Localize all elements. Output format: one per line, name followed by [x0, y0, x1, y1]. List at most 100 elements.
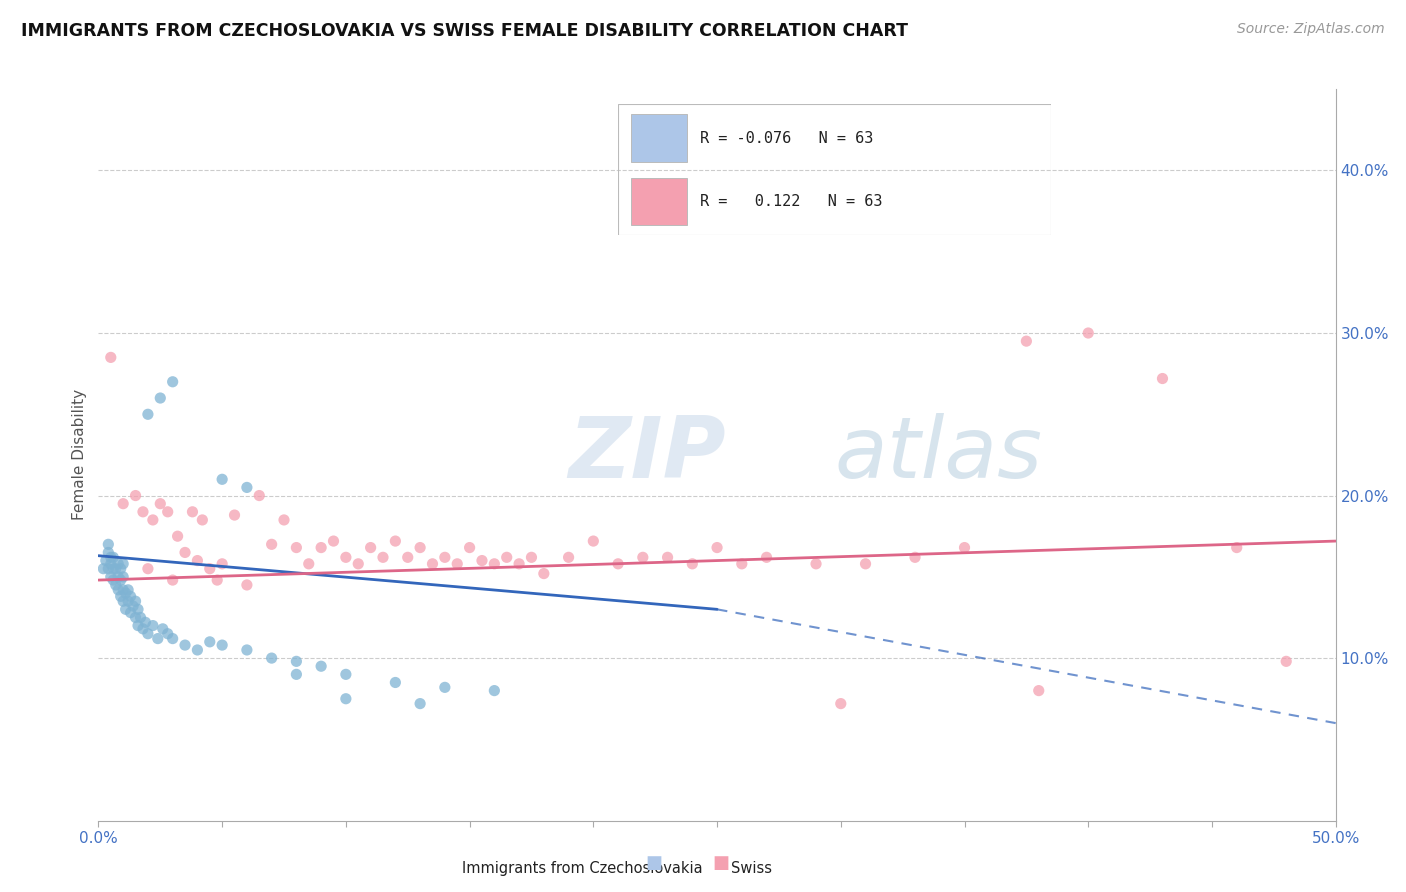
Point: [1152, 371, 1174, 385]
Point: [198, 562, 221, 576]
Point: [298, 557, 321, 571]
Point: [285, 667, 308, 681]
Point: [129, 610, 152, 624]
Point: [260, 537, 283, 551]
Point: [631, 550, 654, 565]
Point: [93, 562, 115, 576]
Point: [409, 541, 432, 555]
Point: [224, 508, 246, 522]
Point: [260, 651, 283, 665]
Point: [731, 557, 754, 571]
Point: [103, 562, 125, 576]
Point: [384, 534, 406, 549]
Point: [607, 557, 630, 571]
Point: [142, 513, 165, 527]
Text: Source: ZipAtlas.com: Source: ZipAtlas.com: [1237, 22, 1385, 37]
Point: [100, 550, 122, 565]
Point: [384, 675, 406, 690]
Point: [132, 505, 155, 519]
Point: [149, 391, 172, 405]
Point: [162, 375, 184, 389]
Point: [103, 573, 125, 587]
Point: [484, 557, 506, 571]
Point: [309, 659, 332, 673]
Point: [1077, 326, 1099, 340]
Point: [191, 513, 214, 527]
Point: [112, 594, 135, 608]
Point: [107, 557, 129, 571]
Point: [166, 529, 188, 543]
Point: [107, 570, 129, 584]
Point: [124, 594, 146, 608]
Point: [360, 541, 382, 555]
Point: [112, 582, 135, 597]
Point: [107, 582, 129, 597]
Point: [100, 351, 122, 365]
Point: [142, 618, 165, 632]
Point: [855, 557, 877, 571]
Point: [124, 489, 146, 503]
Point: [100, 557, 122, 571]
Point: [103, 550, 125, 565]
Point: [335, 691, 357, 706]
Point: [446, 557, 468, 571]
Point: [117, 594, 139, 608]
Point: [804, 557, 827, 571]
Point: [396, 550, 419, 565]
Point: [904, 550, 927, 565]
Point: [122, 599, 145, 613]
Point: [112, 557, 135, 571]
Point: [533, 566, 555, 581]
Point: [657, 550, 679, 565]
Point: [236, 480, 259, 494]
Point: [830, 697, 852, 711]
Point: [104, 578, 127, 592]
Point: [1275, 654, 1298, 668]
Point: [127, 602, 149, 616]
Point: [371, 550, 394, 565]
Text: IMMIGRANTS FROM CZECHOSLOVAKIA VS SWISS FEMALE DISABILITY CORRELATION CHART: IMMIGRANTS FROM CZECHOSLOVAKIA VS SWISS …: [21, 22, 908, 40]
Point: [134, 615, 156, 630]
Point: [174, 638, 197, 652]
Point: [484, 683, 506, 698]
Point: [236, 578, 259, 592]
Point: [347, 557, 370, 571]
Point: [186, 643, 208, 657]
Point: [1028, 683, 1050, 698]
Point: [132, 622, 155, 636]
Point: [97, 537, 120, 551]
Point: [335, 550, 357, 565]
Point: [124, 610, 146, 624]
Text: Immigrants from Czechoslovakia: Immigrants from Czechoslovakia: [463, 861, 703, 876]
Point: [198, 635, 221, 649]
Point: [112, 497, 135, 511]
Y-axis label: Female Disability: Female Disability: [72, 389, 87, 521]
Point: [433, 681, 456, 695]
Point: [120, 606, 142, 620]
Point: [156, 626, 179, 640]
Point: [706, 541, 728, 555]
Point: [181, 505, 204, 519]
Point: [127, 618, 149, 632]
Point: [285, 654, 308, 668]
Point: [471, 553, 494, 567]
Point: [953, 541, 976, 555]
Point: [1226, 541, 1249, 555]
Point: [309, 541, 332, 555]
Text: ZIP: ZIP: [568, 413, 727, 497]
Point: [247, 489, 270, 503]
Point: [755, 550, 778, 565]
Point: [120, 590, 142, 604]
Point: [110, 573, 132, 587]
Point: [94, 553, 117, 567]
Point: [211, 638, 233, 652]
Text: atlas: atlas: [835, 413, 1043, 497]
Point: [136, 626, 159, 640]
Point: [146, 632, 169, 646]
Point: [285, 541, 308, 555]
Point: [557, 550, 579, 565]
Point: [97, 545, 120, 559]
Point: [97, 562, 120, 576]
Text: ■: ■: [645, 855, 662, 872]
Point: [174, 545, 197, 559]
